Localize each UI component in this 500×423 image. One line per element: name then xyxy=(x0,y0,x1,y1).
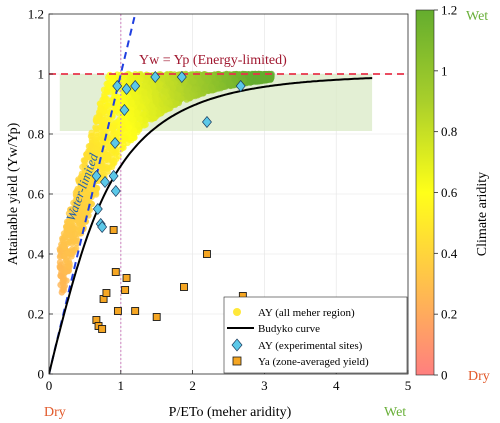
colorbar-tick-label: 0.8 xyxy=(441,124,457,139)
experimental-site-point xyxy=(202,115,212,129)
colorbar-bottom-label: Dry xyxy=(468,369,490,384)
x-tick-label: 4 xyxy=(333,378,340,393)
experimental-site-point xyxy=(97,220,108,234)
y-tick-label: 0.6 xyxy=(28,187,45,202)
legend: AY (all meher region) Budyko curve AY (e… xyxy=(223,296,408,374)
colorbar xyxy=(415,9,435,376)
experimental-site-point xyxy=(108,169,119,183)
y-tick-label: 0.8 xyxy=(28,127,44,142)
experimental-site-point xyxy=(110,184,121,198)
colorbar-tick-label: 0 xyxy=(441,368,448,383)
zone-yield-point xyxy=(113,307,122,315)
y-tick-label: 1 xyxy=(38,67,45,82)
experimental-site-point xyxy=(119,103,130,117)
x-axis-label: P/ETo (meher aridity) xyxy=(169,405,292,420)
legend-label-budyko: Budyko curve xyxy=(258,323,320,335)
experimental-site-point xyxy=(130,79,141,93)
y-tick-label: 0 xyxy=(38,367,45,382)
legend-marker-ay-sites xyxy=(231,338,243,352)
legend-marker-ya xyxy=(232,356,242,366)
zone-yield-point xyxy=(111,268,120,276)
legend-box xyxy=(223,296,408,374)
x-tick-label: 1 xyxy=(118,378,125,393)
zone-yield-point xyxy=(122,274,131,282)
x-tick-label: 3 xyxy=(261,378,268,393)
zone-yield-point xyxy=(203,250,211,258)
y-tick-label: 1.2 xyxy=(28,7,44,22)
energy-limited-label: Yw = Yp (Energy-limited) xyxy=(139,53,287,68)
x-tick-label: 5 xyxy=(405,378,412,393)
legend-label-ya: Ya (zone-averaged yield) xyxy=(258,356,369,368)
colorbar-tick-label: 0.4 xyxy=(441,246,458,261)
colorbar-tick-label: 1 xyxy=(441,63,448,78)
experimental-site-point xyxy=(112,79,123,93)
experimental-site-point xyxy=(110,136,121,150)
zone-yield-point xyxy=(109,226,118,234)
x-axis-left-end-label: Dry xyxy=(44,405,66,420)
legend-label-ay-all: AY (all meher region) xyxy=(258,307,355,319)
colorbar-tick-label: 0.6 xyxy=(441,185,458,200)
experimental-site-point xyxy=(92,202,103,216)
experimental-site-point xyxy=(100,175,110,189)
budyko-curve xyxy=(49,77,373,374)
experimental-site-point xyxy=(235,79,246,93)
zone-yield-point xyxy=(98,325,107,333)
x-tick-label: 0 xyxy=(46,378,53,393)
colorbar-tick-label: 0.2 xyxy=(441,307,457,322)
zone-yield-point xyxy=(131,307,140,315)
zone-yield-point xyxy=(180,283,188,291)
zone-yield-point xyxy=(102,289,111,297)
y-tick-label: 0.2 xyxy=(28,307,44,322)
ay-all-meher-region-cloud xyxy=(56,70,275,296)
y-axis-label: Attainable yield (Yw/Yp) xyxy=(6,122,21,265)
y-tick-label: 0.4 xyxy=(28,247,45,262)
experimental-site-point xyxy=(91,169,102,183)
colorbar-top-label: Wet xyxy=(466,9,488,24)
colorbar-tick-label: 1.2 xyxy=(441,3,457,18)
x-tick-label: 2 xyxy=(189,378,196,393)
x-axis-right-end-label: Wet xyxy=(384,405,406,420)
legend-marker-ay-all xyxy=(233,308,241,316)
colorbar-label: Climate aridity xyxy=(475,172,490,256)
zone-yield-point xyxy=(152,313,161,321)
legend-label-ay-sites: AY (experimental sites) xyxy=(258,340,363,352)
experimental-site-point xyxy=(121,82,132,96)
experimental-site-point xyxy=(176,70,187,84)
zone-yield-point xyxy=(121,286,130,294)
experimental-site-point xyxy=(150,70,161,84)
